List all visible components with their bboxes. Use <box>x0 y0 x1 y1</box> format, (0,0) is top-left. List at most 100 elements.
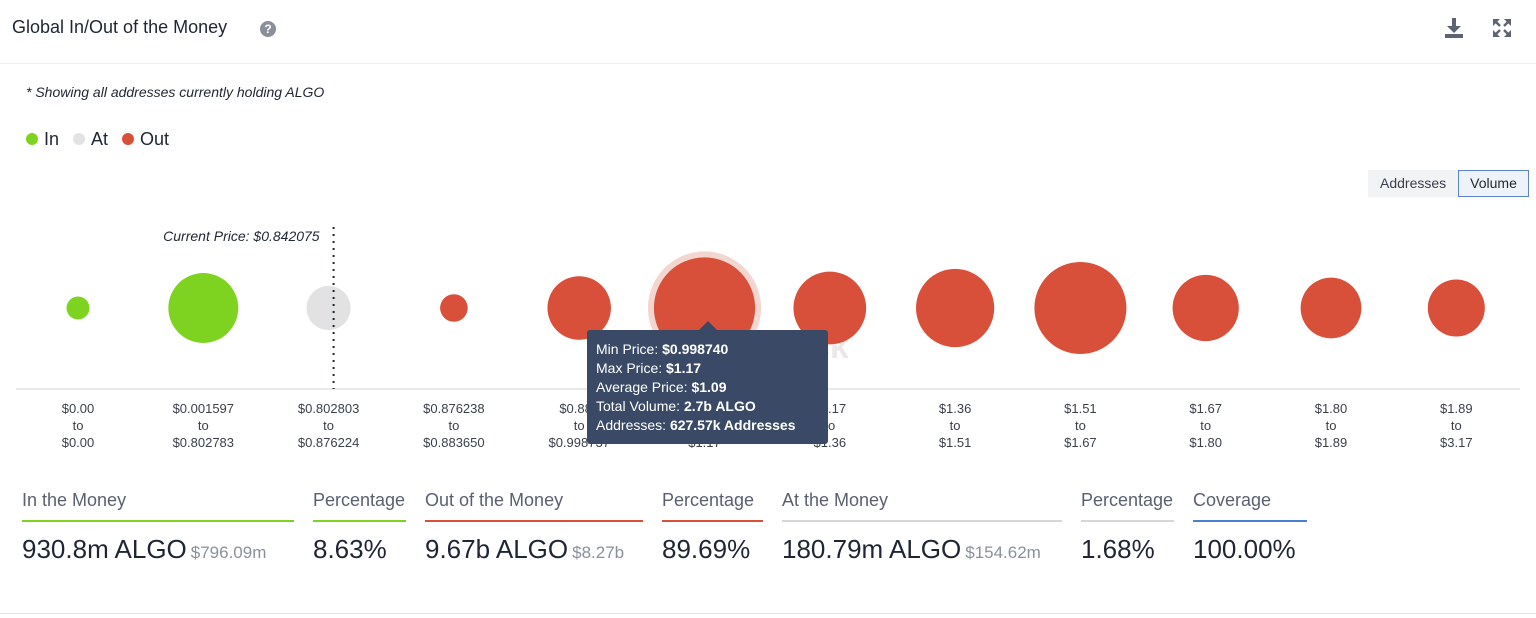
stat-label: At the Money <box>782 490 889 510</box>
tooltip-row-min-price: Min Price: $0.998740 <box>596 340 819 359</box>
tick-label-to: to <box>198 418 209 433</box>
tooltip-arrow <box>699 321 717 330</box>
stat-label: In the Money <box>22 490 127 510</box>
tick-label-price: $1.51 <box>1064 401 1097 416</box>
legend-dot-in <box>26 133 38 145</box>
chart-legend: In At Out <box>26 128 183 150</box>
tick-label-to: to <box>1326 418 1337 433</box>
tick-label-price: $1.36 <box>939 401 972 416</box>
tick-label-price: $0.001597 <box>173 401 234 416</box>
tooltip-row-max-price: Max Price: $1.17 <box>596 359 819 378</box>
stat-value: 100.00% <box>1193 534 1296 564</box>
tick-label-to: to <box>950 418 961 433</box>
tick-label-price: $1.80 <box>1189 435 1222 450</box>
stat-underline <box>425 520 643 522</box>
tooltip-value: $1.09 <box>691 379 727 395</box>
stat-main-value: 930.8m ALGO <box>22 534 187 564</box>
stat-label: Out of the Money <box>425 490 564 510</box>
bubble-tooltip: Min Price: $0.998740 Max Price: $1.17 Av… <box>587 330 828 444</box>
stat-underline <box>22 520 294 522</box>
widget-header: Global In/Out of the Money ? <box>0 0 1536 64</box>
stat-label: Percentage <box>313 490 406 510</box>
bubble-chart: $0.00 to $0.00 $0.001597 to $0.802783 $0.80280… <box>16 227 1520 450</box>
legend-dot-out <box>122 133 135 145</box>
tick-label-to: to <box>1075 418 1086 433</box>
tick-label-price: $1.89 <box>1315 435 1348 450</box>
stat-label: Percentage <box>1081 490 1174 510</box>
legend-dot-at <box>73 133 86 145</box>
stat-underline <box>1081 520 1174 522</box>
bubble-out[interactable] <box>793 271 867 345</box>
stat-usd-value: $154.62m <box>965 543 1041 562</box>
tooltip-label: Addresses: <box>596 417 670 433</box>
tooltip-label: Average Price: <box>596 379 692 395</box>
tooltip-label: Min Price: <box>596 341 663 357</box>
tick-label-price: $3.17 <box>1440 435 1473 450</box>
tick-label-price: $1.51 <box>939 435 972 450</box>
stat-usd-value: $8.27b <box>572 543 625 562</box>
download-icon[interactable] <box>1442 16 1466 40</box>
stat-out-of-the-money: Out of the Money 9.67b ALGO $8.27b <box>425 490 643 565</box>
stat-value: 9.67b ALGO $8.27b <box>425 534 643 565</box>
stat-value: 8.63% <box>313 534 387 564</box>
bubble-at[interactable] <box>306 285 351 331</box>
bubble-out[interactable] <box>1034 262 1127 354</box>
tick-label-to: to <box>73 418 84 433</box>
tick-label-price: $0.876238 <box>423 401 484 416</box>
stat-underline <box>313 520 406 522</box>
stat-at-the-money: At the Money 180.79m ALGO $154.62m <box>782 490 1062 565</box>
tooltip-row-average-price: Average Price: $1.09 <box>596 378 819 397</box>
stat-main-value: 9.67b ALGO <box>425 534 569 564</box>
stat-in-percentage: Percentage 8.63% <box>313 490 406 565</box>
holding-note: * Showing all addresses currently holdin… <box>26 84 325 100</box>
tooltip-value: 2.7b ALGO <box>683 398 756 414</box>
tooltip-row-addresses: Addresses: 627.57k Addresses <box>596 416 819 435</box>
tick-label-price: $0.802803 <box>298 401 359 416</box>
legend-label-at: At <box>91 128 109 149</box>
tick-label-price: $0.883650 <box>423 435 484 450</box>
stat-at-percentage: Percentage 1.68% <box>1081 490 1174 565</box>
tick-label-price: $1.89 <box>1440 401 1473 416</box>
tick-label-to: to <box>323 418 334 433</box>
tick-label-price: $1.80 <box>1315 401 1348 416</box>
tick-label-price: $0.802783 <box>173 435 234 450</box>
tick-label-price: $1.67 <box>1189 401 1222 416</box>
stat-main-value: 180.79m ALGO <box>782 534 962 564</box>
tooltip-value: $0.998740 <box>662 341 729 357</box>
stat-underline <box>782 520 1062 522</box>
bubble-out[interactable] <box>1300 277 1362 339</box>
tick-label-to: to <box>1200 418 1211 433</box>
tooltip-label: Total Volume: <box>596 398 684 414</box>
bubble-out[interactable] <box>1172 274 1239 342</box>
bottom-divider <box>0 613 1536 614</box>
tooltip-label: Max Price: <box>596 360 667 376</box>
bubble-out[interactable] <box>440 294 468 322</box>
legend-item-in[interactable]: In <box>26 129 59 150</box>
stat-value: 930.8m ALGO $796.09m <box>22 534 294 565</box>
legend-item-at[interactable]: At <box>73 129 108 150</box>
current-price-label: Current Price: $0.842075 <box>163 228 320 244</box>
legend-label-in: In <box>44 128 60 149</box>
tick-label-to: to <box>448 418 459 433</box>
tooltip-value: $1.17 <box>666 360 702 376</box>
widget-title: Global In/Out of the Money <box>12 17 228 37</box>
bubble-out[interactable] <box>916 268 995 348</box>
bubble-out[interactable] <box>1427 279 1485 337</box>
tick-label-price: $0.00 <box>62 401 95 416</box>
bubble-out[interactable] <box>547 276 611 340</box>
tooltip-value: 627.57k Addresses <box>669 417 796 433</box>
bubble-in[interactable] <box>66 296 90 320</box>
legend-label-out: Out <box>140 128 170 149</box>
metric-toggle: Addresses Volume <box>1368 170 1529 197</box>
stat-label: Percentage <box>662 490 755 510</box>
volume-button[interactable]: Volume <box>1458 170 1529 197</box>
bubble-in[interactable] <box>168 273 239 343</box>
stat-value: 1.68% <box>1081 534 1155 564</box>
addresses-button[interactable]: Addresses <box>1368 170 1459 197</box>
legend-item-out[interactable]: Out <box>122 129 169 150</box>
tick-label-to: to <box>1451 418 1462 433</box>
stat-value: 180.79m ALGO $154.62m <box>782 534 1062 565</box>
stat-in-the-money: In the Money 930.8m ALGO $796.09m <box>22 490 294 565</box>
expand-icon[interactable] <box>1490 16 1514 40</box>
help-icon[interactable]: ? <box>260 21 276 37</box>
